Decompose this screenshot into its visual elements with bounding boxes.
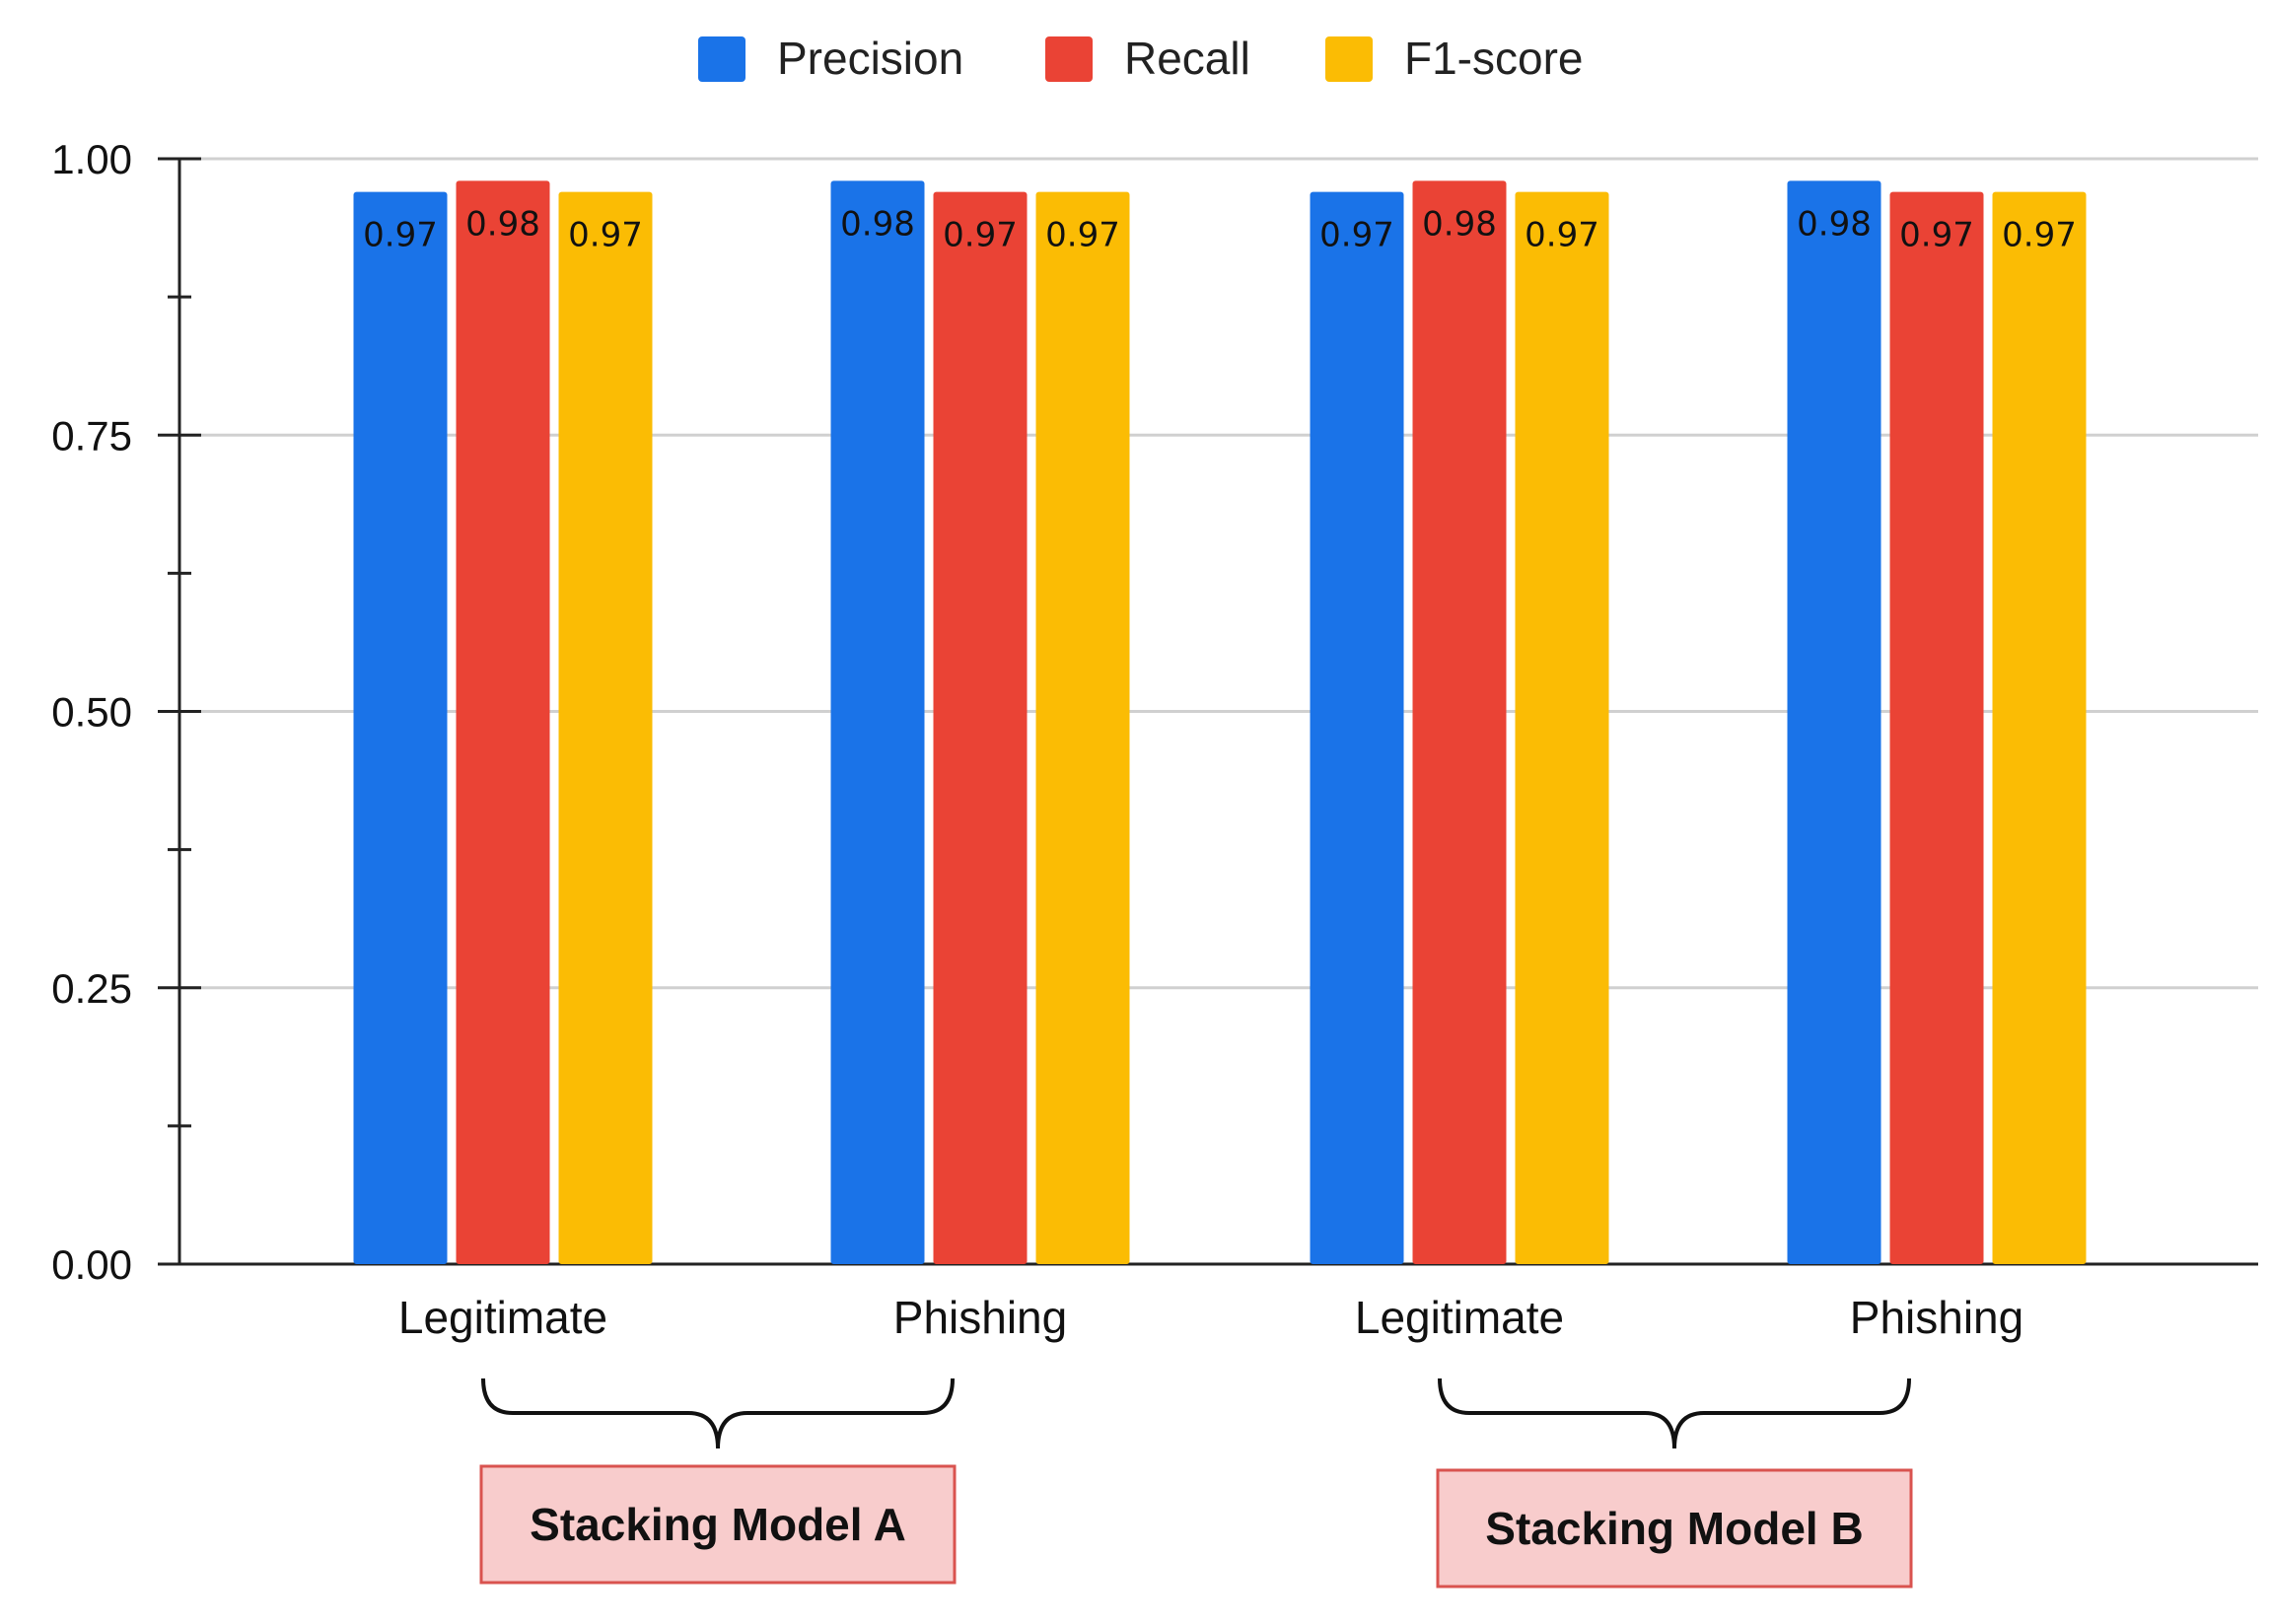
- bar-f1-score: [1992, 191, 2087, 1264]
- bar-value-label: 0.97: [363, 216, 438, 255]
- legend: Precision Recall F1-score: [698, 33, 1583, 84]
- y-tick-label: 0.00: [51, 1241, 132, 1288]
- x-category-label: Legitimate: [1355, 1292, 1564, 1343]
- y-tick-label: 0.50: [51, 689, 132, 736]
- value-labels: 0.97 0.98 0.97 0.98 0.97 0.97 0.97 0.98 0.97 0.98…: [363, 204, 2077, 254]
- bar-recall: [456, 180, 550, 1264]
- bar-recall: [1412, 180, 1507, 1264]
- bar-recall: [1889, 191, 1984, 1264]
- axes: 0.00 0.25 0.50 0.75 1.00: [51, 136, 2258, 1288]
- x-category-label: Legitimate: [398, 1292, 607, 1343]
- group-label-box: [479, 1464, 957, 1585]
- legend-label: Precision: [777, 33, 963, 84]
- y-tick-label: 0.25: [51, 965, 132, 1012]
- group-brace: [1438, 1377, 1911, 1449]
- group-label-box: [1436, 1468, 1913, 1589]
- bar-value-label: 0.98: [1797, 204, 1872, 244]
- bar-precision: [830, 180, 925, 1264]
- bar-value-label: 0.98: [840, 204, 915, 244]
- category-labels: Legitimate Phishing Legitimate Phishing: [398, 1292, 2023, 1343]
- legend-swatch-recall: [1045, 36, 1093, 82]
- bar-value-label: 0.97: [1899, 216, 1974, 255]
- bar-f1-score: [558, 191, 653, 1264]
- bar-f1-score: [1515, 191, 1609, 1264]
- bar-value-label: 0.97: [1045, 216, 1120, 255]
- bar-value-label: 0.98: [465, 204, 540, 244]
- y-tick-label: 0.75: [51, 412, 132, 459]
- legend-label: Recall: [1124, 33, 1250, 84]
- legend-label: F1-score: [1404, 33, 1583, 84]
- bar-value-label: 0.98: [1422, 204, 1497, 244]
- x-category-label: Phishing: [1850, 1292, 2023, 1343]
- bar-value-label: 0.97: [1319, 216, 1394, 255]
- bar-value-label: 0.97: [943, 216, 1018, 255]
- bar-value-label: 0.97: [2002, 216, 2077, 255]
- bar-value-label: 0.97: [1525, 216, 1599, 255]
- x-category-label: Phishing: [893, 1292, 1067, 1343]
- y-tick-label: 1.00: [51, 136, 132, 182]
- group-label: Stacking Model A: [530, 1499, 906, 1550]
- bar-precision: [1787, 180, 1881, 1264]
- group-brace: [481, 1377, 955, 1449]
- bar-recall: [933, 191, 1028, 1264]
- bar-value-label: 0.97: [568, 216, 643, 255]
- bar-precision: [1310, 191, 1404, 1264]
- legend-swatch-precision: [698, 36, 745, 82]
- bar-f1-score: [1035, 191, 1130, 1264]
- model-groups: Stacking Model A Stacking Model B: [479, 1377, 1913, 1589]
- legend-swatch-f1-score: [1325, 36, 1373, 82]
- bars: [353, 180, 2087, 1264]
- bar-precision: [353, 191, 448, 1264]
- group-label: Stacking Model B: [1485, 1503, 1863, 1554]
